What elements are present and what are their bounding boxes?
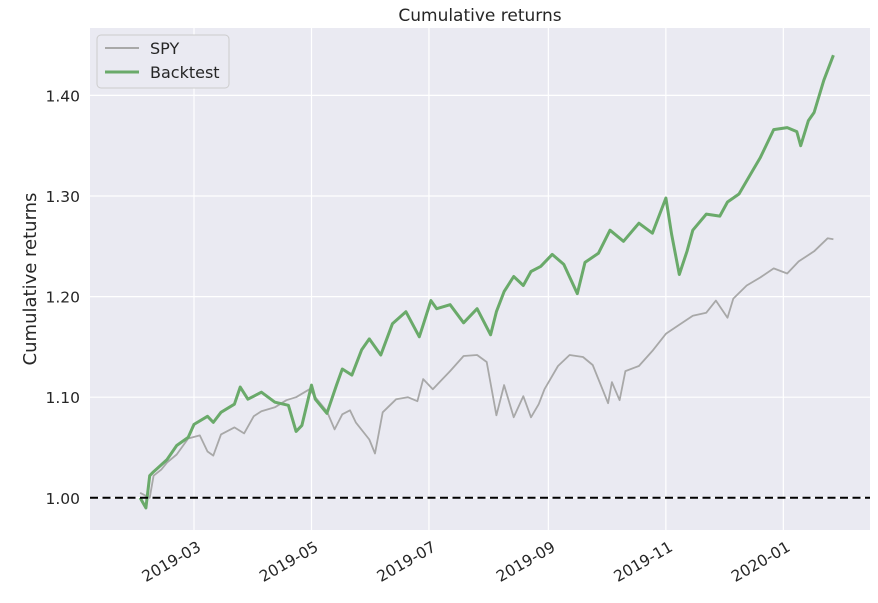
x-tick-label: 2019-11: [611, 538, 676, 586]
y-tick-label: 1.10: [45, 389, 80, 407]
chart-title: Cumulative returns: [398, 6, 561, 26]
y-tick-label: 1.40: [45, 87, 80, 105]
legend-label-spy: SPY: [150, 39, 179, 58]
y-tick-label: 1.20: [45, 289, 80, 307]
x-tick-label: 2019-09: [493, 538, 558, 586]
y-axis-label: Cumulative returns: [20, 193, 41, 366]
y-axis-ticks: 1.00 1.10 1.20 1.30 1.40: [45, 87, 80, 507]
y-tick-label: 1.30: [45, 188, 80, 206]
y-tick-label: 1.00: [45, 490, 80, 508]
series-lines: [138, 54, 835, 510]
legend-label-backtest: Backtest: [150, 63, 220, 82]
x-tick-label: 2019-07: [374, 538, 439, 586]
x-tick-label: 2020-01: [728, 538, 793, 586]
grid-lines: [90, 28, 870, 530]
plot-background: [90, 28, 870, 530]
x-axis-ticks: 2019-03 2019-05 2019-07 2019-09 2019-11 2020-…: [139, 538, 793, 586]
series-line-backtest: [138, 54, 835, 510]
legend: SPY Backtest: [96, 34, 230, 89]
x-tick-label: 2019-05: [256, 538, 321, 586]
x-tick-label: 2019-03: [139, 538, 204, 586]
series-line-spy: [139, 237, 834, 499]
